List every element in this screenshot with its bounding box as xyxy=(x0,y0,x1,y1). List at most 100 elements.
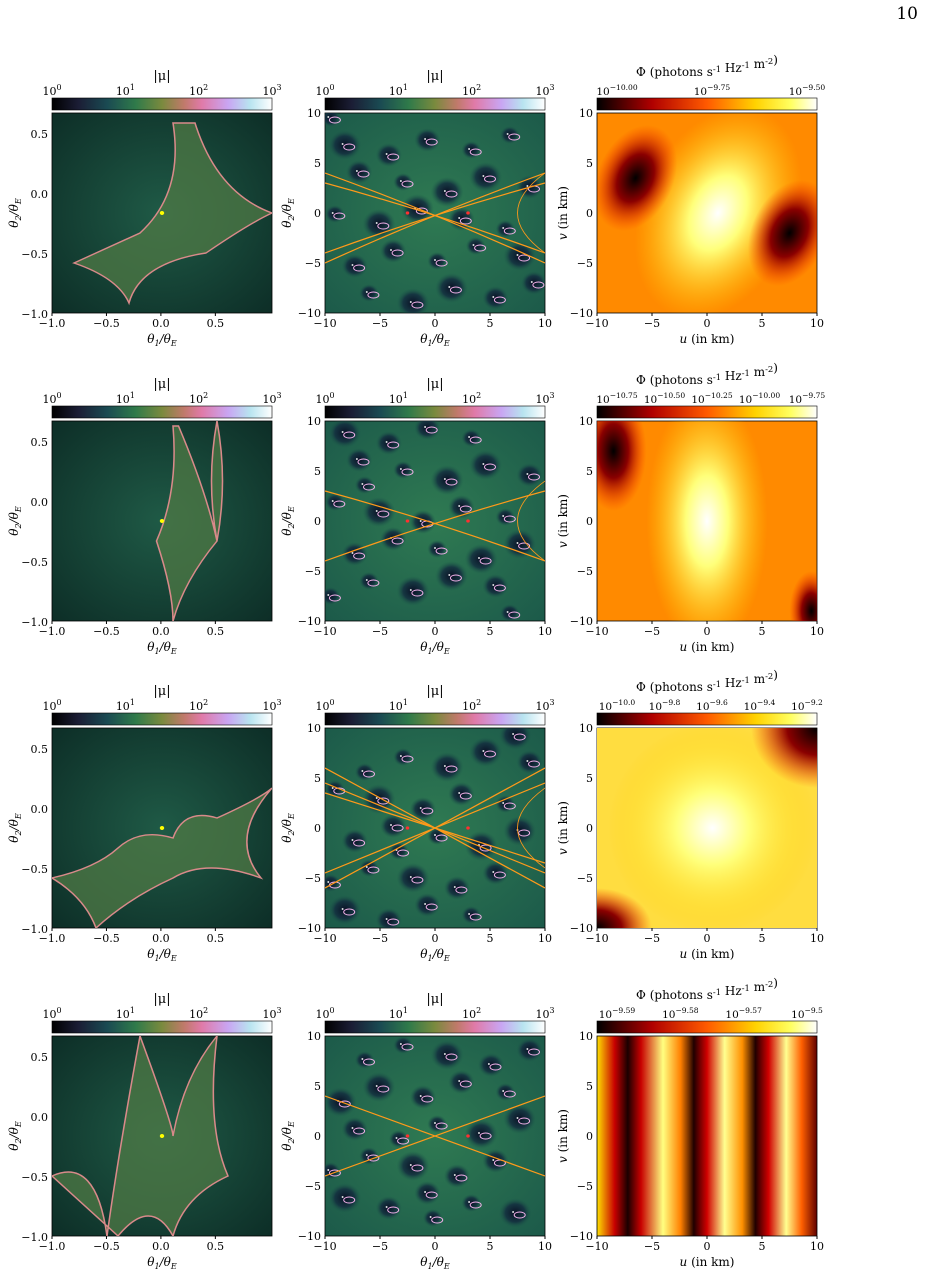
x-tick-label: −5 xyxy=(372,932,388,945)
critical-curve xyxy=(325,182,545,254)
critical-ring xyxy=(377,510,390,518)
x-tick-label: −0.5 xyxy=(93,317,120,330)
y-tick-label: 0.0 xyxy=(31,1111,49,1124)
critical-ring xyxy=(333,500,346,508)
x-tick-label: 0 xyxy=(704,317,711,330)
x-axis-label: θ1/θE xyxy=(420,1255,450,1271)
colorbar-tick-label: 103 xyxy=(535,698,554,713)
critical-ring xyxy=(532,281,545,289)
figure-row-3: |μ|100 101 102 103−1.0 −0.5 0.0 0.50.50.0−0.5−… xyxy=(7,668,824,963)
page-number: 10 xyxy=(896,4,918,24)
colorbar-tick-label: 101 xyxy=(116,1006,135,1021)
critical-ring xyxy=(493,296,506,304)
y-axis-label: v (in km) xyxy=(556,801,570,855)
x-tick-label: −10 xyxy=(585,625,608,638)
y-tick-label: 5 xyxy=(314,772,321,785)
critical-ring xyxy=(401,1043,414,1051)
flux-dark-lobe xyxy=(747,179,817,287)
flux-panel: Φ (photons s-1 Hz-1 m-2) 10−10.75 10−10.50… xyxy=(556,361,825,654)
dark-blob xyxy=(520,271,545,295)
y-tick-label: −5 xyxy=(305,565,321,578)
x-tick-label: 5 xyxy=(487,1240,494,1253)
critical-ring xyxy=(503,1090,516,1098)
x-tick-label: 5 xyxy=(759,317,766,330)
lensed-image-dot xyxy=(409,1164,412,1166)
colorbar-tick-label: 100 xyxy=(42,83,61,98)
colorbar-tick-label: 101 xyxy=(116,698,135,713)
x-axis-label: θ1/θE xyxy=(420,947,450,963)
lensed-image-dot xyxy=(468,436,471,438)
critical-ring xyxy=(357,458,370,466)
y-tick-label: 10 xyxy=(579,107,593,120)
lensed-image-dot xyxy=(512,733,515,735)
lensed-image-dot xyxy=(424,426,427,428)
x-tick-label: 0.0 xyxy=(152,317,170,330)
flux-dark-lobe xyxy=(789,571,817,621)
x-tick-label: 0.5 xyxy=(207,317,225,330)
critical-ring xyxy=(455,886,468,894)
critical-ring xyxy=(479,557,492,565)
critical-ring xyxy=(445,190,458,198)
critical-curve xyxy=(325,490,545,562)
lensed-image-dot xyxy=(419,807,422,809)
colorbar-label: |μ| xyxy=(426,377,443,392)
x-tick-label: 0 xyxy=(432,625,439,638)
x-tick-label: −0.5 xyxy=(93,625,120,638)
dark-blob xyxy=(375,908,402,928)
colorbar-tick-label: 10−10.25 xyxy=(691,391,733,406)
colorbar-tick-label: 10−9.2 xyxy=(791,698,823,713)
y-axis-label: θ2/θE xyxy=(7,813,23,843)
colorbar-tick-label: 10−9.4 xyxy=(744,698,776,713)
critical-ring xyxy=(343,143,356,151)
map-content xyxy=(597,421,817,621)
colorbar-label: Φ (photons s-1 Hz-1 m-2) xyxy=(636,361,778,387)
x-tick-label: 5 xyxy=(759,932,766,945)
critical-ring xyxy=(377,1085,390,1093)
x-tick-label: 5 xyxy=(759,1240,766,1253)
colorbar-tick-label: 100 xyxy=(42,391,61,406)
colorbar xyxy=(596,712,818,726)
map-content xyxy=(325,728,545,928)
colorbar-label: |μ| xyxy=(153,69,170,84)
magnification-panel: |μ| 100 101 102 103 −1.0 −0.5 0.0 0.5 0.5 0.0 −0.5 −… xyxy=(7,377,282,656)
critical-ring xyxy=(333,212,346,220)
y-tick-label: 0.0 xyxy=(31,188,49,201)
lensed-image-dot xyxy=(331,212,334,214)
colorbar-label: |μ| xyxy=(153,684,170,699)
colorbar-tick-label: 102 xyxy=(189,698,208,713)
colorbar xyxy=(51,712,273,726)
lensed-image-dot xyxy=(399,1043,402,1045)
x-tick-label: −10 xyxy=(313,317,336,330)
lensed-image-dot xyxy=(399,755,402,757)
source-marker xyxy=(159,826,165,830)
x-axis-label: u (in km) xyxy=(680,640,735,654)
critical-curve xyxy=(517,480,545,562)
y-tick-label: 0.5 xyxy=(31,436,49,449)
y-tick-label: −10 xyxy=(570,1230,593,1243)
lensed-image-dot xyxy=(409,301,412,303)
map-content xyxy=(325,113,545,313)
colorbar-tick-label: 10−10.75 xyxy=(596,391,638,406)
x-tick-label: 0 xyxy=(704,932,711,945)
lensed-image-dot xyxy=(341,908,344,910)
x-tick-label: −5 xyxy=(644,317,660,330)
figure-row-2: |μ|100 101 102 103−1.0 −0.5 0.0 0.50.50.0−0.5−… xyxy=(7,361,825,656)
x-tick-label: −10 xyxy=(313,1240,336,1253)
image-plane-panel: |μ| 100 101 102 103 −10 −5 0 5 10 10 5 0 −5 −10 θ1/θE θ2… xyxy=(280,377,555,656)
critical-ring xyxy=(391,824,404,832)
lensed-image-dot xyxy=(434,547,436,549)
colorbar-tick-label: 103 xyxy=(535,83,554,98)
lensed-image-dot xyxy=(385,153,388,155)
x-tick-label: −5 xyxy=(644,625,660,638)
colorbar-label: Φ (photons s-1 Hz-1 m-2) xyxy=(636,976,778,1002)
x-tick-label: −0.5 xyxy=(93,1240,120,1253)
critical-ring xyxy=(357,170,370,178)
critical-ring xyxy=(377,222,390,230)
colorbar xyxy=(324,1020,546,1034)
critical-ring xyxy=(367,866,380,874)
x-tick-label: −10 xyxy=(585,932,608,945)
map-content xyxy=(72,122,272,306)
x-tick-label: −0.5 xyxy=(93,932,120,945)
y-axis-label: v (in km) xyxy=(556,186,570,240)
y-tick-label: 0 xyxy=(314,515,321,528)
